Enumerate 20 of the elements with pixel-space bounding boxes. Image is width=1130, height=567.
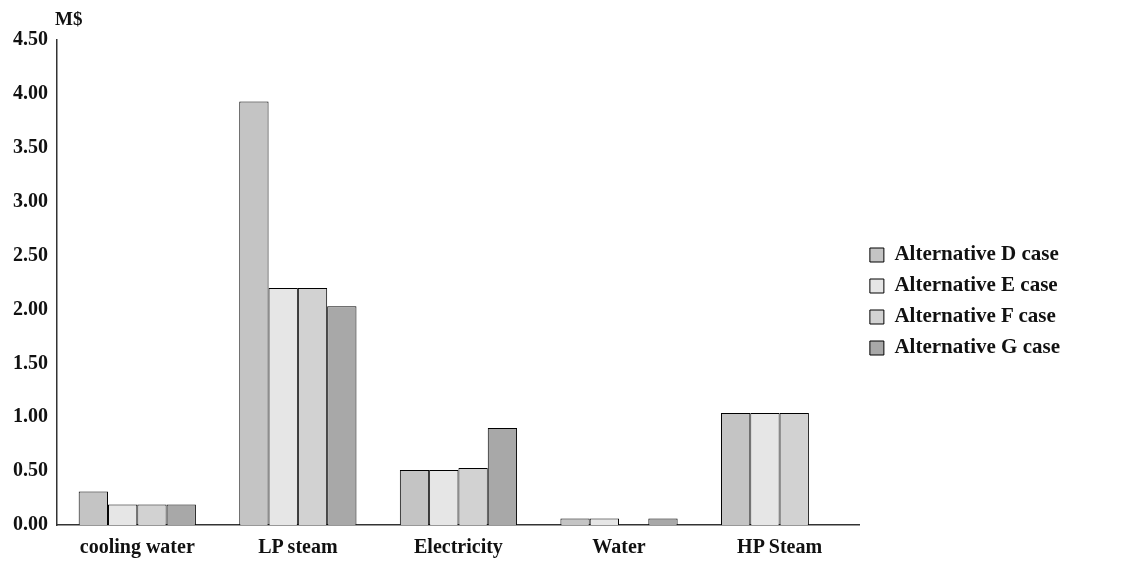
y-tick-label: 4.50 [13,27,48,50]
x-tick-label: cooling water [79,535,195,559]
y-tick-label: 0.00 [13,512,48,535]
y-tick-label: 2.50 [13,242,48,265]
x-tick-label: Electricity [414,535,503,559]
legend-label: Alternative G case [894,334,1061,359]
y-tick-label: 1.50 [13,350,48,373]
y-tick-label: 0.50 [13,458,48,481]
legend-label: Alternative F case [894,303,1056,328]
x-tick-label: HP Steam [737,535,823,558]
y-tick-label: 3.50 [13,134,48,157]
y-tick-label: 2.00 [13,296,48,319]
y-tick-label: 4.00 [13,81,48,104]
x-tick-label: Water [592,535,646,558]
x-tick-label: LP steam [258,535,338,558]
legend-label: Alternative E case [894,272,1058,297]
y-axis-title: M$ [55,8,83,30]
y-tick-label: 3.00 [13,188,48,211]
legend-label: Alternative D case [894,241,1059,266]
y-tick-label: 1.00 [13,404,48,427]
